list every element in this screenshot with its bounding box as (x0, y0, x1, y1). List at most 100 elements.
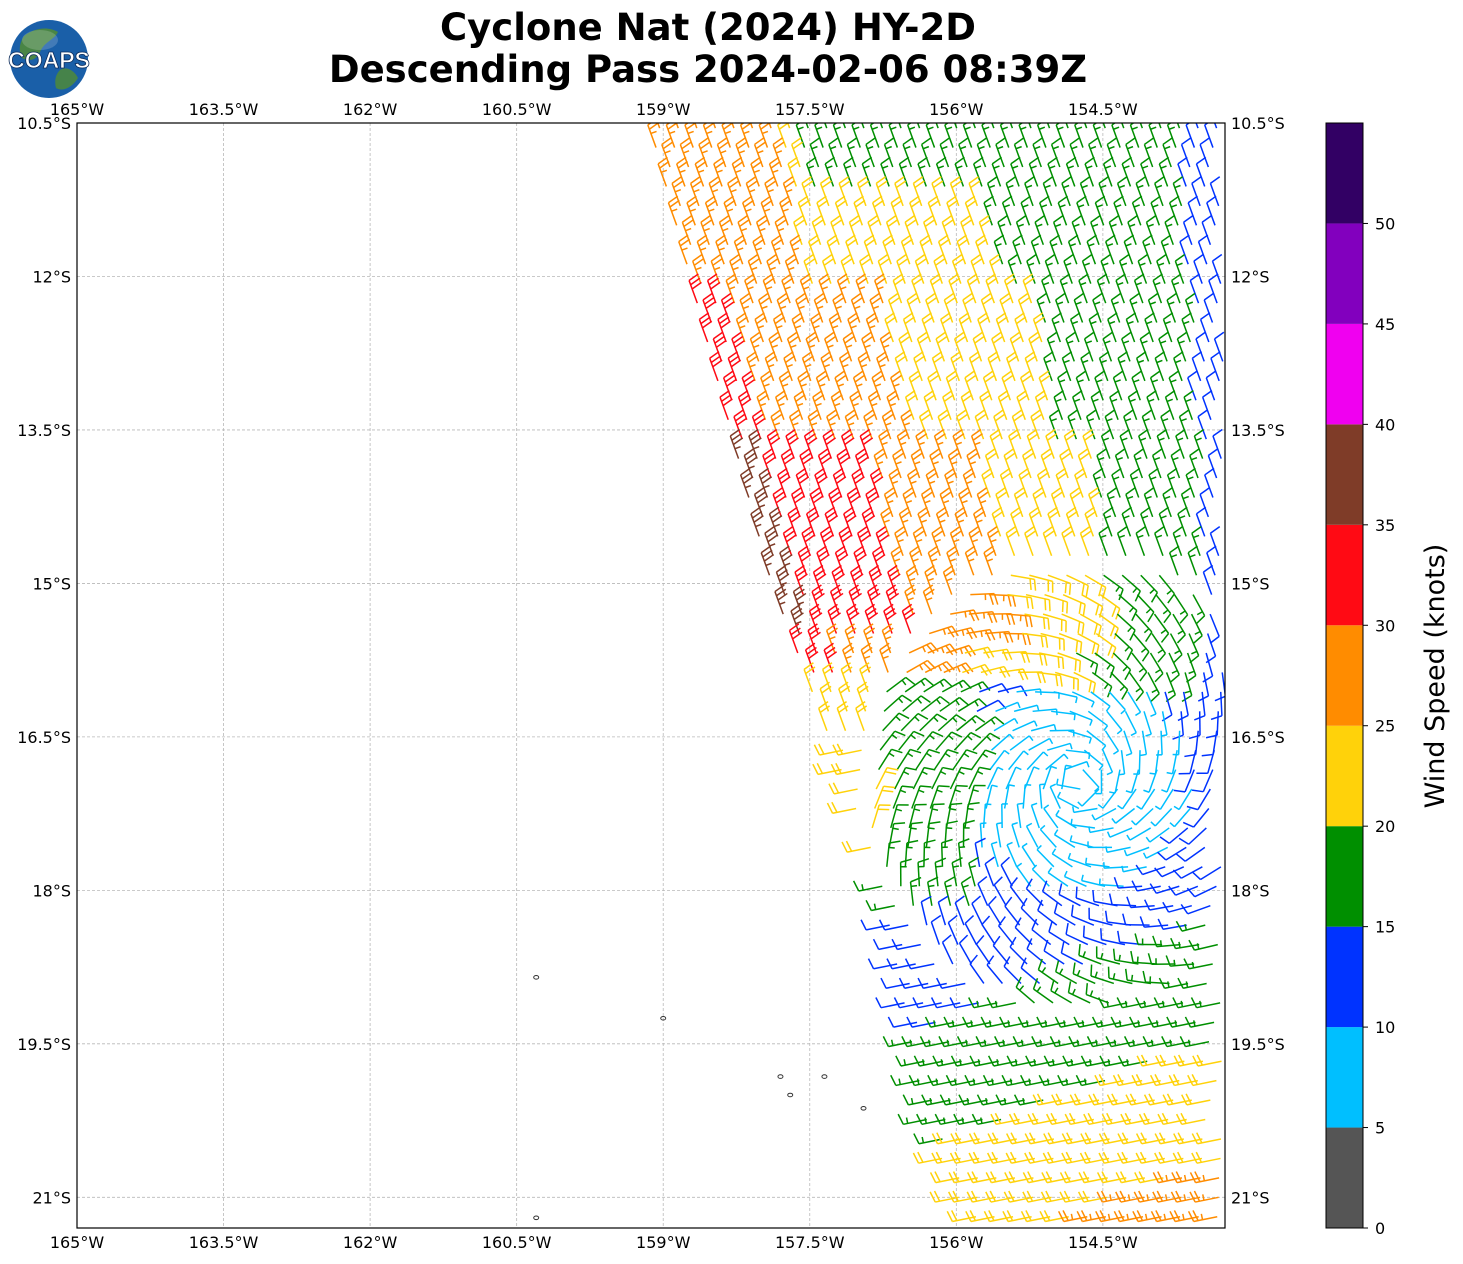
wind-barb (917, 977, 947, 989)
wind-barb (993, 234, 1005, 265)
top-tick-label: 157.5°W (775, 100, 845, 119)
wind-barb (1042, 765, 1058, 790)
wind-barb (1062, 1055, 1092, 1067)
wind-barb (981, 467, 994, 498)
wind-barb (929, 1171, 960, 1184)
wind-barb (1070, 904, 1095, 926)
wind-barb (991, 506, 1004, 537)
wind-barb (1064, 760, 1090, 771)
wind-barb (1043, 939, 1065, 965)
wind-barb (986, 176, 998, 207)
wind-barb (1021, 842, 1036, 868)
wind-barb (968, 1132, 999, 1145)
wind-barb (1098, 176, 1109, 207)
wind-barb (1088, 907, 1113, 926)
wind-barb (929, 448, 942, 479)
wind-barb (818, 273, 831, 304)
wind-barb (964, 545, 977, 576)
wind-barb (953, 331, 966, 362)
wind-barb (925, 467, 938, 498)
wind-barb (1017, 292, 1030, 323)
wind-barb (1102, 749, 1114, 776)
wind-barb (1069, 312, 1081, 343)
wind-barb (1095, 946, 1121, 965)
wind-barb (952, 428, 965, 459)
wind-barb (1123, 234, 1135, 265)
wind-barb (869, 123, 880, 148)
wind-barb (1144, 312, 1155, 343)
wind-barb (1133, 1190, 1164, 1203)
wind-barb (1207, 448, 1219, 479)
wind-barb (1075, 886, 1100, 907)
wind-barb (975, 234, 988, 265)
wind-barb (764, 351, 777, 382)
right-tick-label: 21°S (1231, 1188, 1270, 1207)
wind-barb (1148, 467, 1159, 498)
wind-barb (987, 1132, 1017, 1145)
wind-barb (1065, 923, 1089, 946)
wind-barb (871, 804, 891, 829)
wind-barb (805, 331, 818, 362)
wind-barb (890, 804, 909, 829)
colorbar-tick-label: 30 (1375, 616, 1395, 635)
wind-barb (828, 487, 842, 518)
wind-barb (1108, 691, 1126, 715)
wind-barb (973, 156, 984, 187)
wind-barb (976, 137, 988, 168)
wind-barb (944, 820, 958, 848)
wind-barb (983, 1210, 1014, 1223)
wind-barb (1061, 1132, 1092, 1145)
wind-barb (1011, 821, 1020, 848)
wind-barb (1106, 487, 1118, 518)
wind-barb (933, 253, 946, 284)
wind-barb (1187, 195, 1198, 226)
wind-barb (980, 1016, 1011, 1028)
wind-barb (1005, 176, 1016, 207)
wind-barb (1055, 467, 1068, 498)
wind-barb (1087, 710, 1109, 731)
wind-barb (867, 389, 880, 420)
wind-barb (781, 273, 794, 304)
wind-barb (1135, 526, 1146, 557)
wind-barb (819, 176, 832, 207)
wind-barb (1063, 428, 1076, 459)
wind-barb (1051, 312, 1062, 343)
wind-barb (1210, 691, 1223, 721)
wind-barb (1166, 467, 1178, 498)
top-tick-label: 154.5°W (1068, 100, 1138, 119)
wind-barb (931, 176, 944, 207)
wind-barb (1030, 802, 1040, 829)
wind-barb (1110, 671, 1129, 700)
wind-barb (749, 331, 762, 362)
wind-barb (729, 253, 742, 284)
wind-barb (1144, 899, 1174, 911)
wind-barb (1135, 176, 1146, 207)
wind-barb (1142, 234, 1153, 265)
wind-barb (879, 331, 892, 362)
wind-barb (1156, 428, 1168, 459)
wind-barb (741, 370, 756, 401)
wind-barb (1121, 156, 1132, 187)
wind-barb (791, 487, 805, 518)
wind-barb (1209, 613, 1220, 644)
wind-barb (1170, 448, 1181, 479)
wind-barb (1166, 750, 1178, 775)
wind-barb (1095, 769, 1103, 795)
wind-barb (894, 176, 907, 207)
wind-barb (1050, 979, 1072, 1004)
wind-barb (813, 743, 844, 756)
wind-barb (931, 526, 944, 557)
wind-barb (1066, 574, 1089, 597)
wind-barb (1046, 123, 1051, 129)
wind-barb (913, 1133, 943, 1145)
wind-barb (1184, 1016, 1215, 1028)
wind-barb (1065, 331, 1076, 362)
wind-barb (1013, 487, 1026, 518)
wind-barb (1115, 273, 1126, 304)
wind-barb (957, 838, 970, 867)
wind-barb (1157, 1112, 1187, 1126)
wind-barb (1043, 1132, 1073, 1145)
wind-barb (885, 215, 898, 246)
wind-barb (1176, 123, 1181, 129)
wind-barb (1184, 292, 1196, 323)
